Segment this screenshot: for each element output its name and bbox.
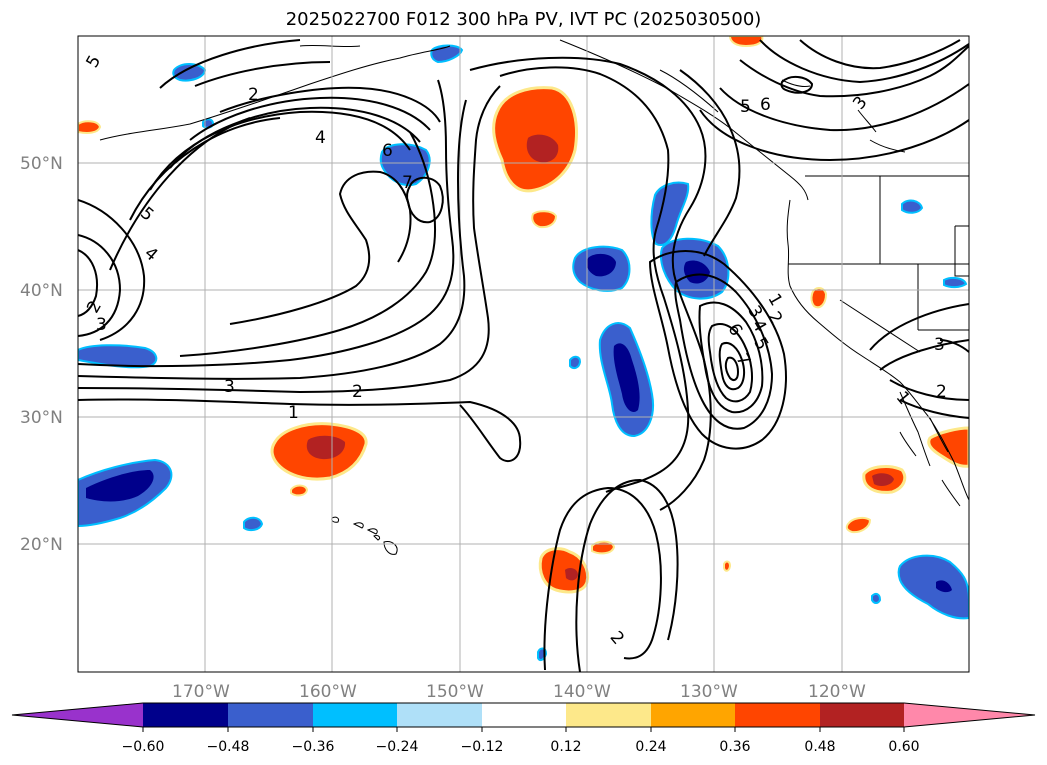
colorbar-bin: [482, 703, 566, 727]
contour-label: 5: [740, 97, 751, 117]
negative-anomaly-core: [936, 580, 952, 593]
negative-anomaly-patch: [172, 63, 207, 82]
positive-anomaly-patch: [290, 484, 309, 497]
negative-anomaly-core: [86, 470, 154, 502]
colorbar-bin: [735, 703, 820, 727]
longitude-axis: 170°W 160°W 150°W 140°W 130°W 120°W: [172, 682, 866, 702]
negative-anomaly-patch: [650, 181, 690, 246]
negative-anomaly-core: [586, 253, 616, 277]
map-frame: [77, 35, 970, 673]
positive-anomaly-core: [526, 134, 559, 163]
colorbar-tick-label: −0.24: [376, 739, 419, 755]
latitude-axis: 50°N 40°N 30°N 20°N: [20, 154, 63, 555]
negative-anomaly-core: [613, 343, 640, 413]
contour-label: 4: [315, 128, 326, 148]
colorbar-bin: [313, 703, 397, 727]
contour-label: 3: [96, 315, 107, 335]
pv-contour-7: [405, 176, 444, 224]
lat-label-50n: 50°N: [20, 154, 63, 174]
hawaiian-islands: [331, 516, 398, 555]
pv-contour-1: [78, 398, 522, 463]
mexico-coast: [899, 417, 961, 507]
negative-anomaly-patch: [901, 199, 924, 214]
negative-anomaly-patch: [943, 276, 968, 289]
positive-anomaly-patch: [591, 540, 616, 555]
colorbar-extend-low: [12, 703, 143, 727]
colorbar: −0.60 −0.48 −0.36 −0.24 −0.12 0.12 0.24 …: [11, 702, 1036, 755]
contour-label: 6: [760, 95, 771, 115]
contour-label: 2: [936, 382, 947, 402]
positive-anomaly-patch: [78, 120, 102, 134]
colorbar-extend-high: [904, 703, 1035, 727]
negative-anomaly-core: [683, 260, 710, 284]
positive-anomaly-patch: [845, 516, 872, 534]
ivt-anomaly-shading: [78, 36, 969, 662]
colorbar-tick-label: 0.24: [635, 739, 666, 755]
contour-label: 7: [402, 173, 413, 193]
contour-label: 2: [352, 382, 363, 402]
positive-anomaly-patch: [531, 210, 558, 229]
colorbar-bin: [143, 703, 228, 727]
negative-anomaly-patch: [569, 355, 582, 370]
colorbar-bin: [566, 703, 651, 727]
colorbar-bin: [397, 703, 482, 727]
colorbar-tick-label: 0.60: [888, 739, 919, 755]
lon-label-130w: 130°W: [680, 682, 738, 702]
contour-label: 3: [224, 377, 235, 397]
negative-anomaly-patch: [897, 554, 969, 620]
negative-anomaly-patch: [430, 44, 464, 64]
lon-label-160w: 160°W: [299, 682, 357, 702]
colorbar-bin: [651, 703, 735, 727]
contour-label: 1: [288, 403, 299, 423]
colorbar-ticks: [142, 727, 905, 732]
colorbar-tick-label: −0.12: [461, 739, 504, 755]
coastlines: [99, 39, 969, 501]
colorbar-tick-label: −0.48: [207, 739, 250, 755]
lat-label-30n: 30°N: [20, 408, 63, 428]
lon-label-120w: 120°W: [808, 682, 866, 702]
colorbar-tick-label: 0.12: [550, 739, 581, 755]
colorbar-tick-label: 0.48: [804, 739, 835, 755]
positive-anomaly-patch: [723, 560, 732, 572]
positive-anomaly-core: [306, 435, 346, 460]
colorbar-tick-label: −0.36: [292, 739, 335, 755]
pv-contour-3: [78, 99, 467, 380]
lon-label-170w: 170°W: [172, 682, 230, 702]
positive-anomaly-core: [872, 473, 894, 487]
positive-anomaly-core: [565, 567, 578, 581]
colorbar-tick-label: −0.60: [122, 739, 165, 755]
colorbar-bin: [228, 703, 313, 727]
negative-anomaly-patch: [379, 143, 431, 186]
lon-label-150w: 150°W: [426, 682, 484, 702]
negative-anomaly-patch: [243, 516, 264, 532]
positive-anomaly-patch: [810, 287, 828, 309]
pv-contours: [78, 39, 969, 672]
lat-label-40n: 40°N: [20, 281, 63, 301]
map-title: 2025022700 F012 300 hPa PV, IVT PC (2025…: [285, 9, 762, 30]
colorbar-tick-label: 0.36: [719, 739, 750, 755]
pv-contour-2: [78, 85, 501, 394]
colorbar-bin: [820, 703, 904, 727]
lat-label-20n: 20°N: [20, 535, 63, 555]
contour-label: 3: [934, 335, 945, 355]
contour-label: 2: [248, 85, 259, 105]
positive-anomaly-patch: [728, 36, 764, 48]
lon-label-140w: 140°W: [553, 682, 611, 702]
contour-label: 6: [382, 141, 393, 161]
negative-anomaly-patch: [871, 592, 882, 604]
